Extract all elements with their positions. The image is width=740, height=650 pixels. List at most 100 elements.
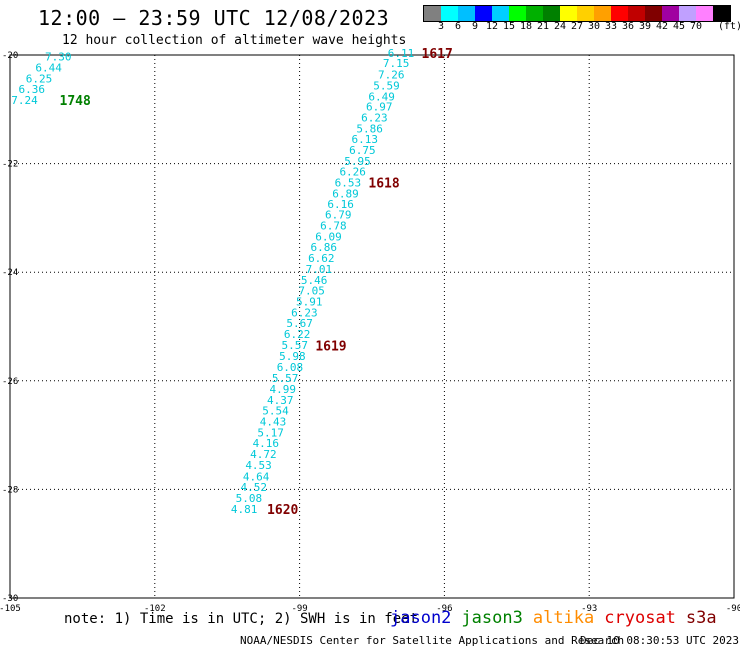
wave-height-label: 6.23 bbox=[291, 306, 318, 319]
legend-tick-label: 18 bbox=[519, 21, 533, 32]
legend-swatch bbox=[509, 6, 526, 21]
wave-height-label: 5.57 bbox=[272, 372, 299, 385]
wave-height-label: 4.37 bbox=[267, 394, 294, 407]
satellite-legend: jason2 jason3 altika cryosat s3a bbox=[390, 608, 727, 628]
time-annotation: 1617 bbox=[422, 47, 453, 62]
wave-height-label: 4.72 bbox=[250, 448, 277, 461]
chart-subtitle: 12 hour collection of altimeter wave hei… bbox=[62, 33, 407, 48]
wave-height-label: 7.24 bbox=[11, 94, 38, 107]
wave-height-label: 6.75 bbox=[349, 144, 376, 157]
wave-height-label: 7.01 bbox=[306, 263, 333, 276]
wave-height-label: 4.99 bbox=[269, 383, 296, 396]
satellite-label-jason2: jason2 bbox=[390, 608, 452, 628]
legend-tick-label: 3 bbox=[437, 21, 445, 32]
wave-height-label: 5.54 bbox=[262, 405, 289, 418]
legend-swatch bbox=[560, 6, 577, 21]
wave-height-label: 6.11 bbox=[388, 47, 415, 60]
legend-tick-label: 30 bbox=[587, 21, 601, 32]
legend-swatch bbox=[458, 6, 475, 21]
wave-height-label: 5.08 bbox=[236, 492, 263, 505]
y-tick-label: -22 bbox=[2, 160, 18, 170]
time-annotation: 1748 bbox=[60, 94, 91, 109]
wave-height-label: 6.44 bbox=[35, 61, 62, 74]
legend-swatch bbox=[645, 6, 662, 21]
wave-height-label: 6.36 bbox=[18, 83, 45, 96]
legend-swatch bbox=[543, 6, 560, 21]
legend-tick-label: 24 bbox=[553, 21, 567, 32]
legend-swatch bbox=[628, 6, 645, 21]
legend-swatch bbox=[424, 6, 441, 21]
wave-height-label: 6.08 bbox=[277, 361, 304, 374]
legend-unit: (ft) bbox=[718, 21, 740, 32]
satellite-label-cryosat: cryosat bbox=[604, 608, 676, 628]
wave-height-label: 5.86 bbox=[356, 122, 383, 135]
legend-swatch bbox=[526, 6, 543, 21]
wave-height-label: 6.86 bbox=[310, 241, 337, 254]
wave-height-label: 6.09 bbox=[315, 230, 342, 243]
wave-height-label: 7.15 bbox=[383, 57, 410, 70]
x-tick-label: -102 bbox=[144, 604, 166, 614]
legend-swatch bbox=[492, 6, 509, 21]
wave-height-label: 6.97 bbox=[366, 101, 393, 114]
wave-height-label: 4.81 bbox=[231, 503, 258, 516]
legend-tick-label: 9 bbox=[471, 21, 479, 32]
credit-text: NOAA/NESDIS Center for Satellite Applica… bbox=[240, 634, 625, 647]
legend-tick-label: 45 bbox=[672, 21, 686, 32]
wave-height-label: 6.89 bbox=[332, 187, 359, 200]
legend-swatch bbox=[577, 6, 594, 21]
wave-height-label: 6.26 bbox=[339, 166, 366, 179]
legend-swatch bbox=[441, 6, 458, 21]
chart-title: 12:00 – 23:59 UTC 12/08/2023 bbox=[38, 6, 390, 30]
wave-height-label: 5.57 bbox=[282, 339, 309, 352]
satellite-label-jason3: jason3 bbox=[461, 608, 523, 628]
legend-swatch bbox=[713, 6, 730, 21]
wave-height-label: 5.67 bbox=[286, 317, 313, 330]
legend-swatch bbox=[679, 6, 696, 21]
legend-tick-label: 36 bbox=[621, 21, 635, 32]
wave-height-label: 5.98 bbox=[279, 350, 306, 363]
wave-height-label: 5.59 bbox=[373, 79, 400, 92]
time-annotation: 1618 bbox=[368, 177, 399, 192]
wave-height-label: 6.16 bbox=[327, 198, 354, 211]
wave-height-label: 6.13 bbox=[352, 133, 379, 146]
wave-height-label: 6.62 bbox=[308, 252, 335, 265]
legend-tick-label: 6 bbox=[454, 21, 462, 32]
wave-height-label: 4.52 bbox=[240, 481, 267, 494]
wave-height-label: 6.79 bbox=[325, 209, 352, 222]
x-tick-label: -93 bbox=[581, 604, 597, 614]
legend-tick-label: 12 bbox=[485, 21, 499, 32]
y-tick-label: -20 bbox=[2, 51, 18, 61]
legend-swatch bbox=[594, 6, 611, 21]
footer-note: note: 1) Time is in UTC; 2) SWH is in fe… bbox=[64, 611, 419, 627]
wave-height-label: 4.43 bbox=[260, 416, 287, 429]
y-tick-label: -26 bbox=[2, 377, 18, 387]
satellite-label-altika: altika bbox=[532, 608, 595, 628]
time-annotation: 1619 bbox=[315, 340, 346, 355]
wave-height-label: 4.16 bbox=[253, 437, 280, 450]
wave-height-label: 6.23 bbox=[361, 111, 388, 124]
generation-timestamp: Dec 10 08:30:53 UTC 2023 bbox=[580, 634, 739, 647]
wave-height-label: 5.95 bbox=[344, 155, 371, 168]
wave-height-label: 6.25 bbox=[26, 72, 53, 85]
legend-tick-label: 70 bbox=[689, 21, 703, 32]
wave-height-label: 4.53 bbox=[245, 459, 272, 472]
legend-swatch bbox=[475, 6, 492, 21]
legend-swatch bbox=[662, 6, 679, 21]
y-tick-label: -24 bbox=[2, 268, 18, 278]
wave-height-label: 6.49 bbox=[368, 90, 395, 103]
legend-tick-label: 39 bbox=[638, 21, 652, 32]
y-tick-label: -28 bbox=[2, 485, 18, 495]
wave-height-label: 6.78 bbox=[320, 220, 347, 233]
time-annotation: 1620 bbox=[267, 503, 298, 518]
x-tick-label: -96 bbox=[436, 604, 452, 614]
y-tick-label: -30 bbox=[2, 594, 18, 604]
wave-height-label: 5.17 bbox=[257, 426, 284, 439]
wave-height-label: 6.22 bbox=[284, 328, 311, 341]
x-tick-label: -105 bbox=[0, 604, 21, 614]
plot-frame bbox=[9, 54, 735, 599]
color-scale-legend bbox=[423, 5, 731, 22]
wave-height-label: 6.53 bbox=[335, 177, 362, 190]
legend-tick-label: 21 bbox=[536, 21, 550, 32]
legend-swatch bbox=[696, 6, 713, 21]
